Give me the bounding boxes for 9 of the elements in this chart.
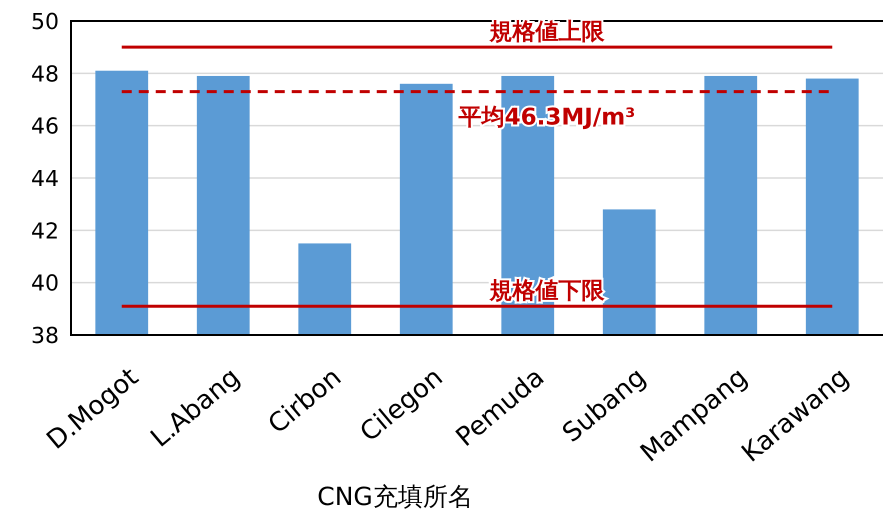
y-tick-label: 40 — [31, 272, 59, 297]
y-tick-label: 44 — [31, 167, 59, 192]
ref-line-label: 規格値上限 — [488, 19, 606, 46]
y-tick-label: 46 — [31, 114, 59, 140]
y-tick-label: 42 — [31, 219, 59, 244]
y-tick-label: 38 — [31, 324, 59, 349]
y-tick-label: 48 — [31, 62, 59, 88]
x-axis-title: CNG充填所名 — [317, 482, 473, 511]
y-tick-label: 50 — [31, 10, 59, 35]
